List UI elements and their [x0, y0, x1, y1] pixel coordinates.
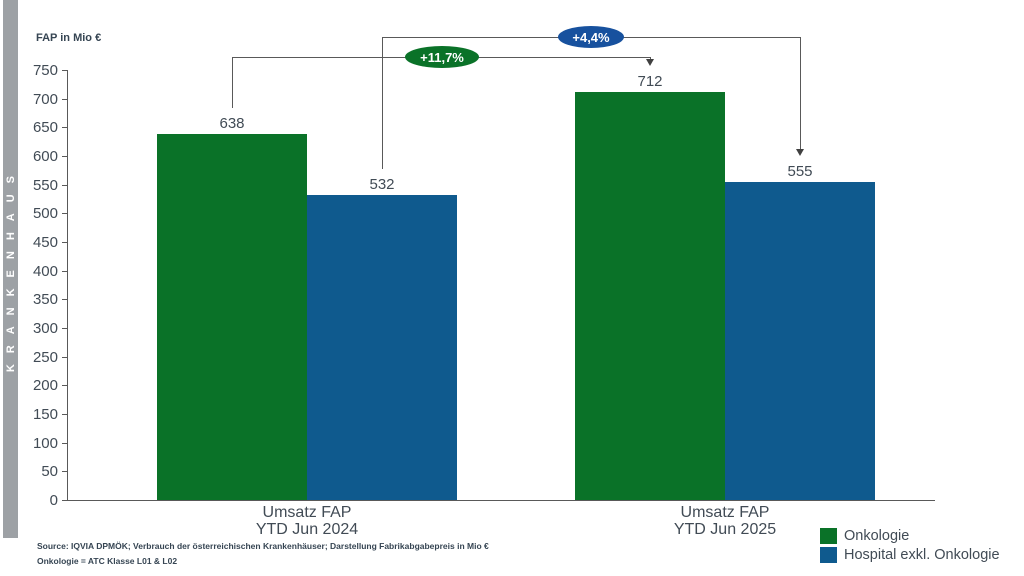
y-tick-label: 0 [49, 492, 58, 509]
y-tick-label: 750 [32, 62, 58, 79]
y-tick [62, 471, 67, 473]
y-tick-label: 450 [32, 234, 58, 251]
growth-badge: +4,4% [558, 26, 624, 48]
y-tick [62, 98, 67, 100]
connector-line [650, 57, 651, 59]
legend-item-onkologie: Onkologie [820, 528, 1000, 544]
growth-badge: +11,7% [405, 46, 479, 68]
y-tick [62, 356, 67, 358]
bar-2025-onkologie [575, 91, 725, 500]
bar-2025-hospital [725, 181, 875, 500]
arrow-down-icon [795, 148, 804, 156]
y-axis [67, 70, 68, 500]
y-tick [62, 156, 67, 157]
connector-line [232, 57, 233, 109]
x-category-label: Umsatz FAP YTD Jun 2024 [255, 504, 359, 538]
y-tick [62, 385, 67, 387]
bar-value-label: 638 [219, 115, 245, 133]
y-tick-label: 200 [32, 377, 58, 395]
connector-line [382, 37, 383, 169]
y-tick-label: 150 [32, 406, 58, 423]
source-line-1: Source: IQVIA DPMÖK; Verbrauch der öster… [37, 541, 489, 551]
y-tick-label: 700 [32, 90, 58, 108]
y-axis-title: FAP in Mio € [36, 32, 102, 44]
legend-item-hospital: Hospital exkl. Onkologie [820, 547, 1000, 563]
legend: Onkologie Hospital exkl. Onkologie [820, 528, 1000, 566]
y-tick [62, 184, 67, 186]
y-tick [62, 328, 67, 329]
y-tick-label: 500 [32, 205, 58, 223]
legend-swatch-onkologie [820, 528, 837, 544]
y-tick [62, 270, 67, 272]
y-tick [62, 70, 67, 71]
y-tick [62, 213, 67, 215]
connector-line [800, 37, 801, 149]
bar-2024-onkologie [157, 134, 307, 500]
legend-label-hospital: Hospital exkl. Onkologie [844, 547, 1000, 563]
arrow-down-icon [645, 58, 654, 66]
y-tick-label: 650 [32, 119, 58, 137]
legend-label-onkologie: Onkologie [844, 528, 910, 544]
y-tick [62, 414, 67, 415]
y-tick-label: 400 [32, 262, 58, 280]
y-tick [62, 127, 67, 129]
x-category-label: Umsatz FAP YTD Jun 2025 [673, 504, 777, 538]
y-tick-label: 300 [32, 320, 58, 337]
y-tick-label: 550 [32, 176, 58, 194]
section-tab-krankenhaus: KRANKENHAUS [3, 0, 18, 538]
legend-swatch-hospital [820, 547, 837, 563]
y-tick-label: 250 [32, 348, 58, 366]
y-tick [62, 299, 67, 301]
source-note: Source: IQVIA DPMÖK; Verbrauch der öster… [37, 539, 489, 569]
y-tick-label: 350 [32, 291, 58, 309]
y-tick-label: 50 [41, 463, 58, 481]
bar-value-label: 712 [637, 72, 663, 90]
y-tick [62, 442, 67, 444]
bar-value-label: 555 [787, 162, 813, 180]
y-tick-label: 100 [32, 434, 58, 452]
bar-2024-hospital [307, 194, 457, 500]
y-tick-label: 600 [32, 148, 58, 165]
y-tick [62, 500, 67, 501]
y-tick [62, 242, 67, 243]
bar-value-label: 532 [369, 175, 395, 193]
x-axis [67, 500, 935, 501]
source-line-2: Onkologie = ATC Klasse L01 & L02 [37, 556, 178, 566]
